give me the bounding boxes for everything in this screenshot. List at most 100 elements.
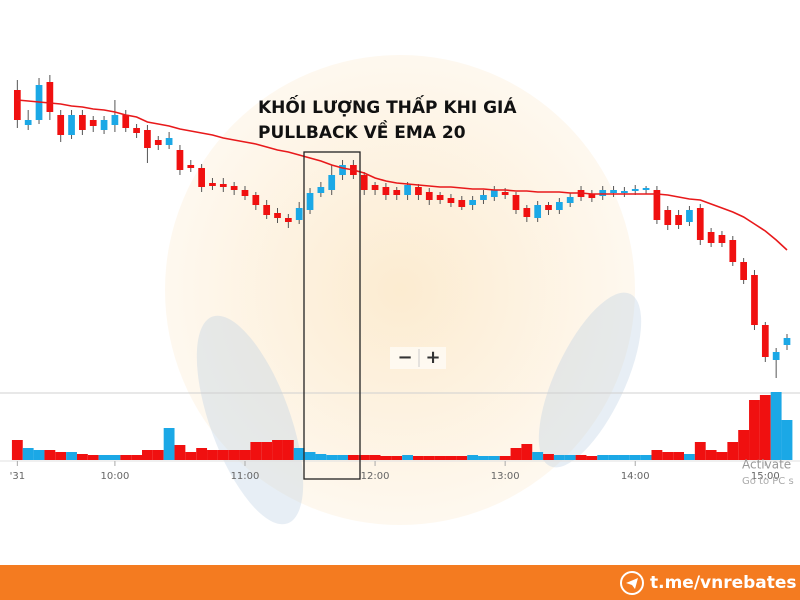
candle-body	[57, 115, 65, 135]
candle-body	[555, 202, 563, 210]
candle-body	[306, 193, 314, 210]
volume-bar	[640, 455, 652, 460]
zoom-panel	[390, 347, 446, 369]
volume-bar	[727, 442, 739, 460]
annotation: KHỐI LƯỢNG THẤP KHI GIÁ	[258, 94, 517, 118]
volume-bar	[618, 455, 630, 460]
candle-body	[154, 140, 162, 145]
volume-bar	[510, 448, 522, 460]
volume-bar	[781, 420, 793, 460]
candle-body	[79, 115, 86, 130]
candle-body	[653, 190, 661, 220]
candle-body	[545, 205, 552, 210]
candle-body	[122, 115, 130, 128]
volume-bar	[98, 455, 110, 460]
candle-body	[696, 208, 704, 240]
volume-bar	[673, 452, 685, 460]
volume-bar	[684, 454, 695, 460]
candle-body	[458, 200, 466, 207]
volume-bar	[532, 452, 544, 460]
volume-bar	[250, 442, 262, 460]
volume-bar	[413, 456, 424, 460]
volume-bar	[694, 442, 706, 460]
volume-bar	[358, 455, 370, 460]
candle-body	[176, 150, 184, 170]
volume-bar	[185, 452, 197, 460]
x-tick-label: '31	[10, 471, 25, 482]
candle-body	[165, 138, 173, 145]
volume-bar	[651, 450, 663, 460]
footer-link[interactable]: t.me/vnrebates	[650, 573, 797, 593]
volume-bar	[499, 456, 511, 460]
volume-bar	[759, 395, 771, 460]
volume-bar	[44, 450, 56, 460]
volume-bar	[662, 452, 674, 460]
volume-bar	[315, 454, 327, 460]
volume-bar	[163, 428, 175, 460]
candle-body	[360, 175, 368, 190]
volume-bar	[55, 452, 67, 460]
volume-bar	[575, 455, 587, 460]
volume-bar	[11, 440, 23, 460]
candle-body	[436, 195, 444, 200]
candle-body	[100, 120, 108, 130]
candle-body	[187, 165, 195, 168]
volume-bar	[142, 450, 153, 460]
candle-body	[480, 195, 487, 200]
x-tick-label: 13:00	[491, 471, 520, 482]
candle-body	[610, 190, 617, 193]
candle-body	[534, 205, 542, 218]
candle-body	[144, 130, 151, 148]
volume-bar	[120, 455, 132, 460]
volume-bar	[380, 456, 392, 460]
candle-body	[707, 232, 715, 243]
zoom-controls: − +	[390, 347, 446, 369]
volume-bar	[207, 450, 218, 460]
volume-bar	[749, 400, 760, 460]
candle-body	[772, 352, 780, 360]
volume-bar	[478, 456, 489, 460]
zoom-out[interactable]: −	[397, 347, 412, 368]
telegram-icon	[620, 571, 644, 595]
candle-body	[783, 338, 791, 345]
candle-body	[133, 128, 140, 133]
volume-bar	[770, 392, 782, 460]
volume-bar	[326, 455, 338, 460]
volume-bar	[434, 456, 446, 460]
candle-body	[219, 184, 227, 187]
candle-body	[46, 82, 54, 112]
candle-body	[490, 190, 498, 197]
ema-line	[17, 99, 788, 251]
volume-bar	[76, 454, 88, 460]
candle-body	[24, 120, 32, 125]
candle-body	[263, 205, 271, 215]
candle-body	[686, 210, 693, 222]
candle-body	[425, 192, 433, 200]
candle-body	[339, 165, 346, 175]
volume-bar	[109, 455, 121, 460]
plot: '31 10:00 11:00 12:00 13:00 14:00 15:00	[10, 75, 793, 482]
candle-body	[512, 195, 520, 210]
candle-body	[371, 185, 379, 190]
candle-body	[328, 175, 336, 190]
candle-body	[599, 190, 607, 196]
candle-body	[13, 90, 21, 120]
volume-bar	[87, 455, 99, 460]
candle-body	[751, 275, 758, 325]
volume-bar	[174, 445, 186, 460]
volume-bar	[553, 455, 565, 460]
volume-bar	[716, 452, 728, 460]
candle-body	[718, 235, 726, 243]
candle-body	[68, 115, 75, 135]
zoom-in[interactable]: +	[425, 347, 440, 368]
watermark-text: Activate	[742, 458, 791, 472]
candle-body	[523, 208, 531, 217]
volume-bar	[304, 452, 316, 460]
candle-body	[209, 183, 216, 186]
volume-bar	[738, 430, 750, 460]
annotation: PULLBACK VỀ EMA 20	[258, 119, 466, 143]
volume-bar	[228, 450, 240, 460]
footer-bar	[0, 565, 800, 600]
